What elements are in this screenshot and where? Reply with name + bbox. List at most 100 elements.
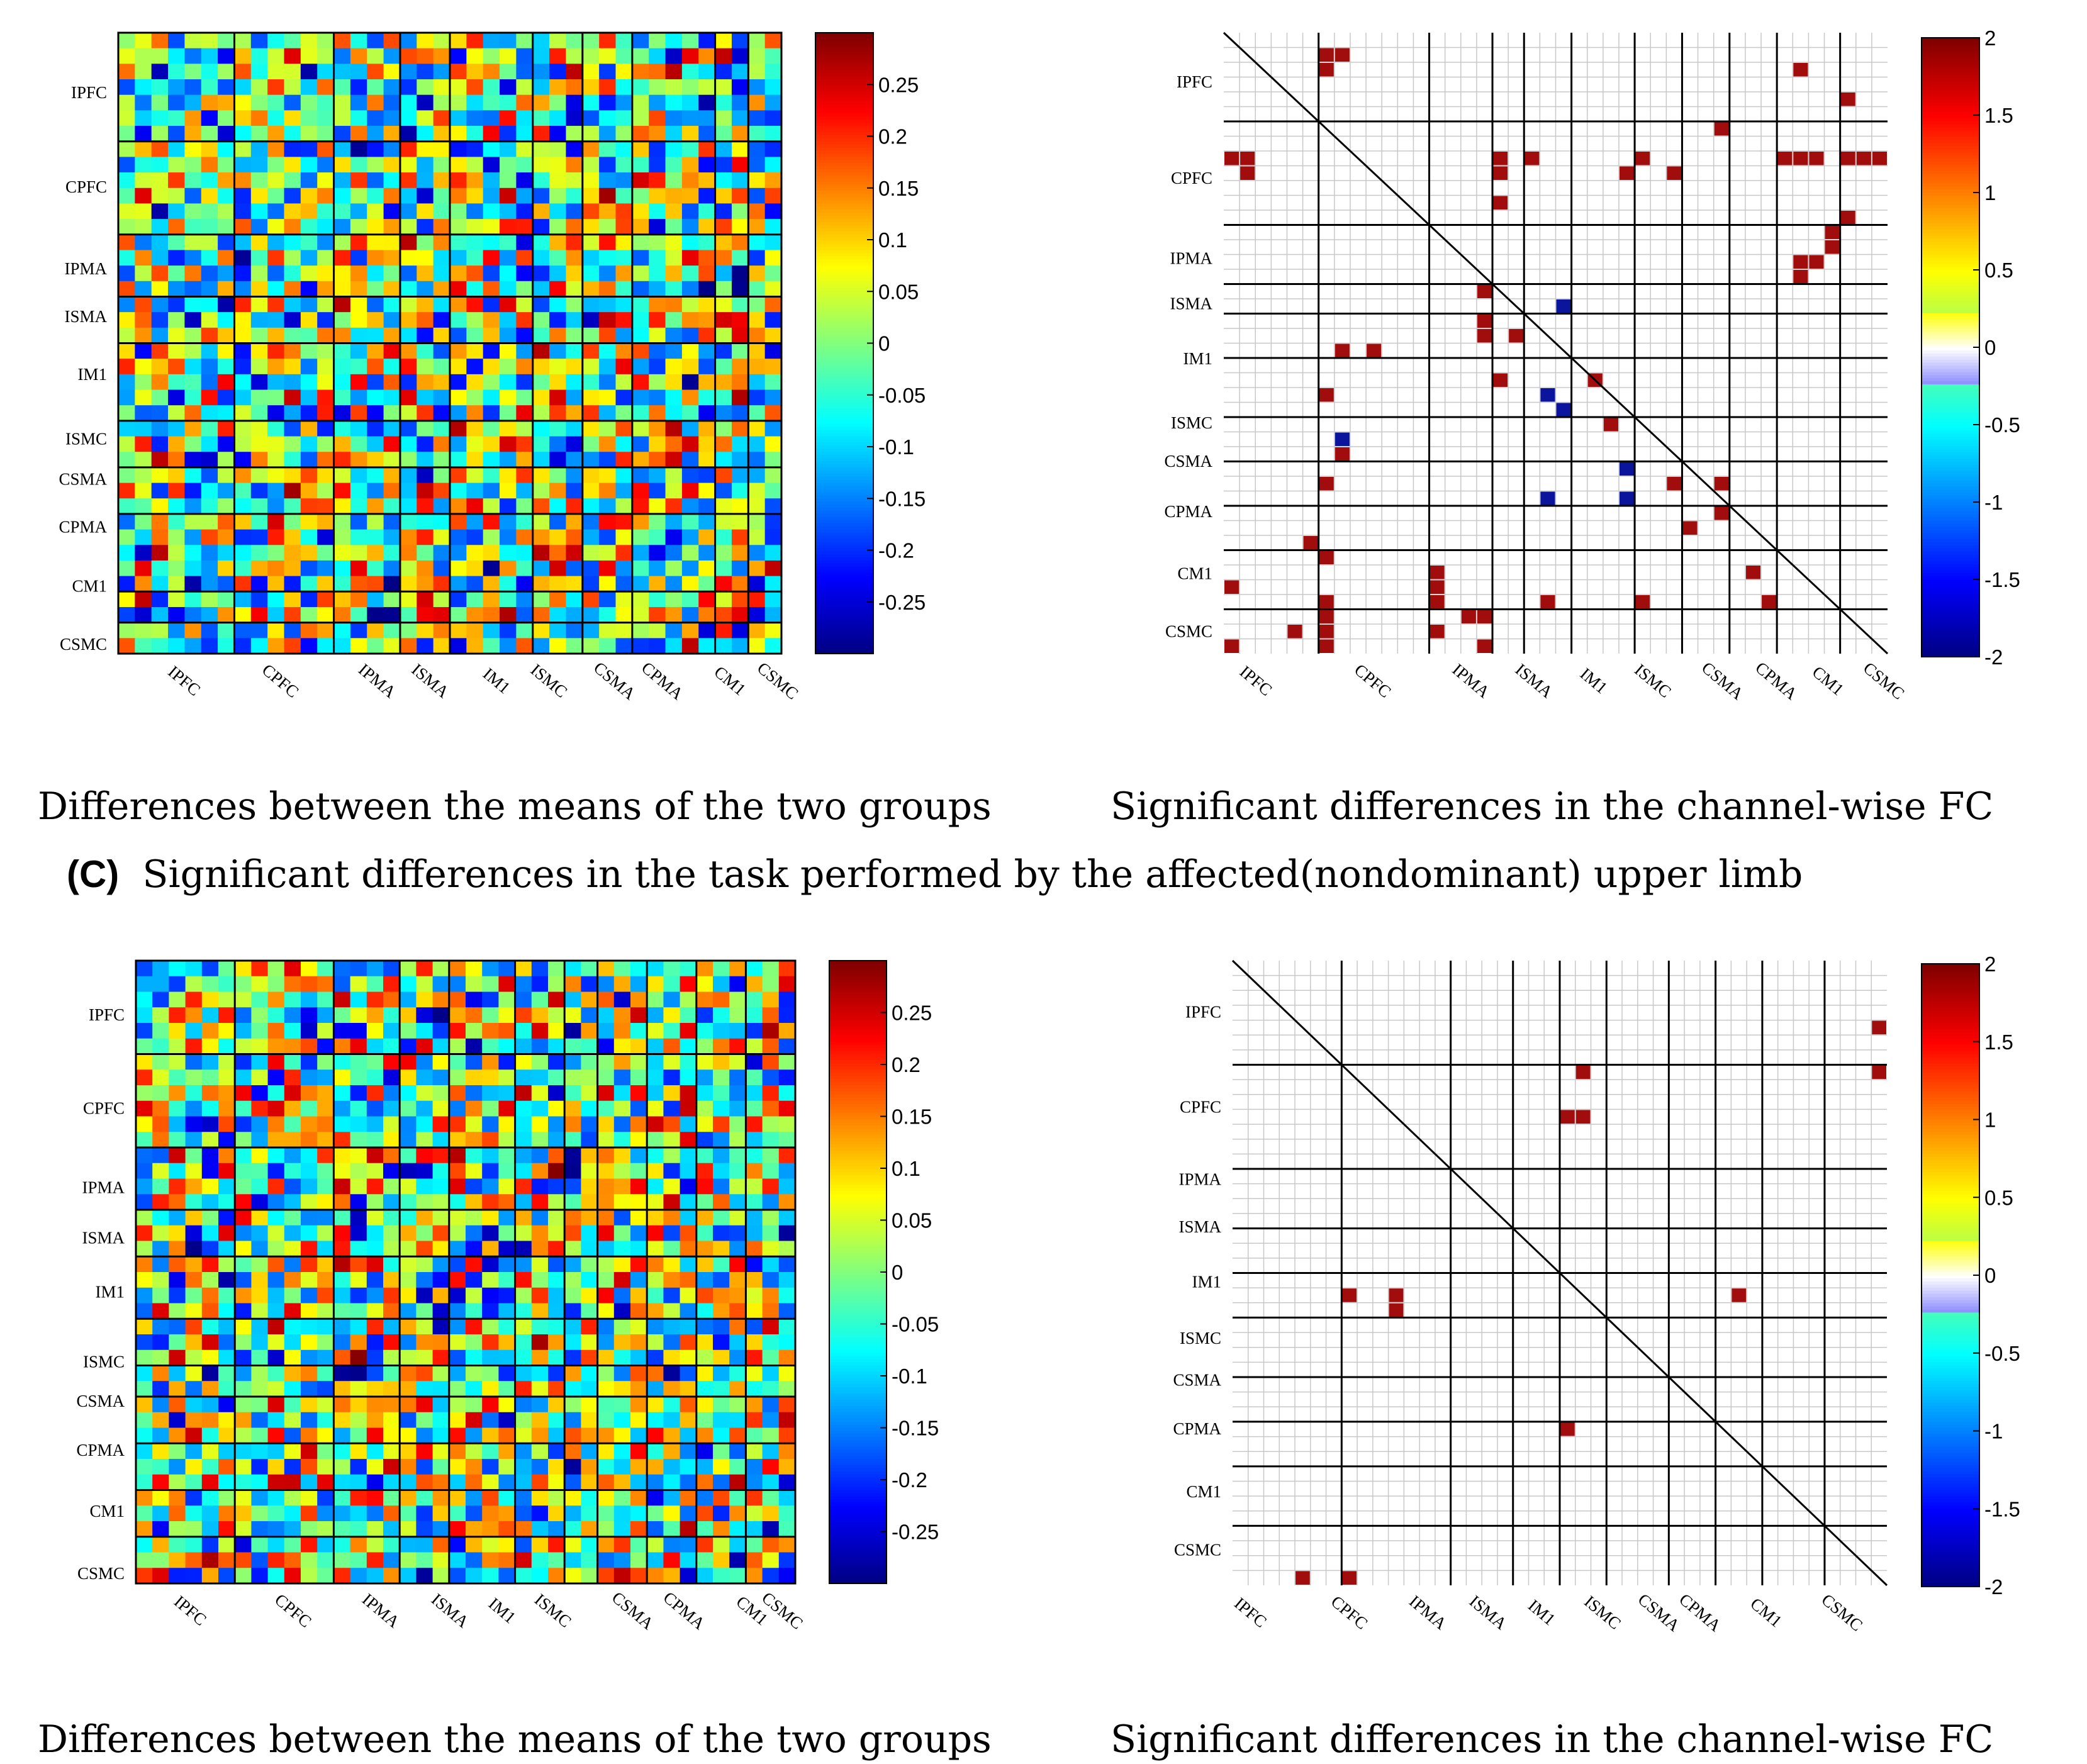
c-sig-significant-cell (1430, 580, 1445, 594)
c-mean-cell (267, 436, 285, 452)
d-mean-cell (350, 1178, 367, 1195)
d-mean-cell (466, 1178, 483, 1195)
d-mean-cell (136, 1147, 153, 1164)
c-sig-significant-cell (1635, 595, 1650, 609)
c-mean-cell (516, 157, 534, 173)
c-sig-colorbar-swatch (1922, 567, 1979, 571)
d-mean-cell (383, 1397, 400, 1413)
d-mean-cell (251, 1505, 269, 1522)
d-mean-cell (548, 1132, 565, 1148)
c-mean-cell (764, 312, 782, 328)
d-mean-cell (136, 1427, 153, 1444)
d-mean-colorbar-swatch (829, 1456, 887, 1460)
d-mean-cell (366, 1521, 384, 1538)
c-mean-cell (764, 498, 782, 515)
d-mean-cell (482, 1536, 499, 1553)
c-mean-cell (681, 467, 699, 484)
d-mean-colorbar-swatch (829, 969, 887, 974)
d-mean-cell (284, 1256, 301, 1273)
d-mean-cell (169, 1116, 186, 1132)
c-mean-cell (267, 467, 285, 484)
d-mean-cell (466, 991, 483, 1008)
d-mean-cell (466, 1490, 483, 1506)
d-mean-colorbar-swatch (829, 1431, 887, 1435)
c-mean-cell (632, 560, 649, 577)
c-mean-cell (367, 529, 384, 545)
c-mean-cell (284, 576, 301, 592)
c-mean-cell (151, 141, 169, 157)
c-mean-cell (615, 389, 633, 406)
c-mean-cell (681, 296, 699, 313)
d-mean-cell (762, 1427, 780, 1444)
c-mean-cell (450, 312, 467, 328)
d-sig-colorbar-swatch (1922, 1066, 1979, 1071)
c-mean-cell (433, 219, 450, 235)
c-sig-colorbar-swatch (1922, 137, 1979, 141)
d-mean-cell (498, 1303, 516, 1319)
d-mean-ylabel-cm1: CM1 (89, 1502, 125, 1521)
d-mean-cell (680, 1210, 697, 1226)
d-mean-colorbar-swatch (829, 1284, 887, 1288)
c-mean-colorbar-swatch (815, 498, 873, 503)
c-mean-cell (665, 560, 683, 577)
d-mean-cell (778, 1521, 796, 1538)
c-mean-cell (168, 576, 185, 592)
c-mean-cell (118, 94, 135, 111)
d-mean-cell (663, 1397, 681, 1413)
d-mean-cell (449, 1536, 466, 1553)
c-mean-colorbar-swatch (815, 427, 873, 431)
d-mean-cell (498, 991, 516, 1008)
d-mean-cell (498, 1054, 516, 1070)
d-mean-cell (597, 1038, 615, 1055)
d-mean-cell (778, 1412, 796, 1429)
c-sig-colorbar-swatch (1922, 523, 1979, 528)
d-mean-cell (729, 1521, 746, 1538)
d-sig-colorbar-swatch (1922, 1349, 1979, 1354)
d-mean-cell (680, 1552, 697, 1568)
d-mean-cell (449, 1474, 466, 1491)
d-mean-cell (185, 1490, 203, 1506)
d-mean-cell (531, 1241, 549, 1257)
d-mean-cell (762, 991, 780, 1008)
c-mean-colorbar-swatch (815, 178, 873, 182)
c-mean-cell (566, 343, 583, 359)
c-mean-cell (450, 591, 467, 608)
c-mean-cell (135, 452, 152, 468)
d-mean-cell (416, 1147, 434, 1164)
d-mean-cell (218, 1427, 235, 1444)
c-mean-cell (483, 110, 500, 126)
c-mean-cell (698, 529, 716, 545)
c-sig-colorbar-swatch (1922, 158, 1979, 162)
d-mean-cell (713, 1163, 730, 1180)
c-mean-cell (218, 33, 235, 49)
d-mean-cell (515, 1147, 532, 1164)
c-mean-cell (715, 359, 732, 375)
c-sig-colorbar-swatch (1922, 548, 1979, 552)
d-mean-cell (613, 1241, 631, 1257)
c-mean-cell (151, 467, 169, 484)
c-mean-colorbar-swatch (815, 461, 873, 465)
c-mean-cell (483, 436, 500, 452)
c-mean-colorbar-swatch (815, 436, 873, 440)
c-mean-cell (748, 281, 766, 298)
d-mean-cell (713, 1303, 730, 1319)
c-sig-significant-cell (1493, 152, 1508, 165)
d-mean-cell (581, 1132, 598, 1148)
d-mean-colorbar-swatch (829, 1060, 887, 1064)
c-mean-cell (118, 576, 135, 592)
d-mean-cell (251, 1568, 269, 1584)
c-mean-cell (201, 250, 218, 266)
c-mean-cell (350, 33, 367, 49)
c-mean-cell (731, 157, 749, 173)
d-mean-cell (548, 1334, 565, 1351)
c-mean-cell (566, 638, 583, 654)
c-mean-cell (201, 187, 218, 204)
c-mean-cell (466, 141, 484, 157)
c-mean-colorbar-swatch (815, 374, 873, 378)
c-mean-cell (649, 374, 666, 391)
c-mean-cell (250, 296, 268, 313)
c-mean-cell (151, 343, 169, 359)
c-mean-colorbar-swatch (815, 582, 873, 586)
c-mean-colorbar-swatch (815, 393, 873, 397)
c-mean-cell (665, 234, 683, 251)
